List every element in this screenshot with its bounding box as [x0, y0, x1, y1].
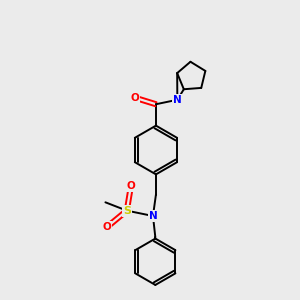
Text: S: S	[123, 206, 131, 216]
Text: O: O	[126, 181, 135, 191]
Text: N: N	[173, 95, 182, 105]
Text: O: O	[102, 222, 111, 232]
Text: N: N	[148, 211, 157, 221]
Text: O: O	[131, 93, 140, 103]
